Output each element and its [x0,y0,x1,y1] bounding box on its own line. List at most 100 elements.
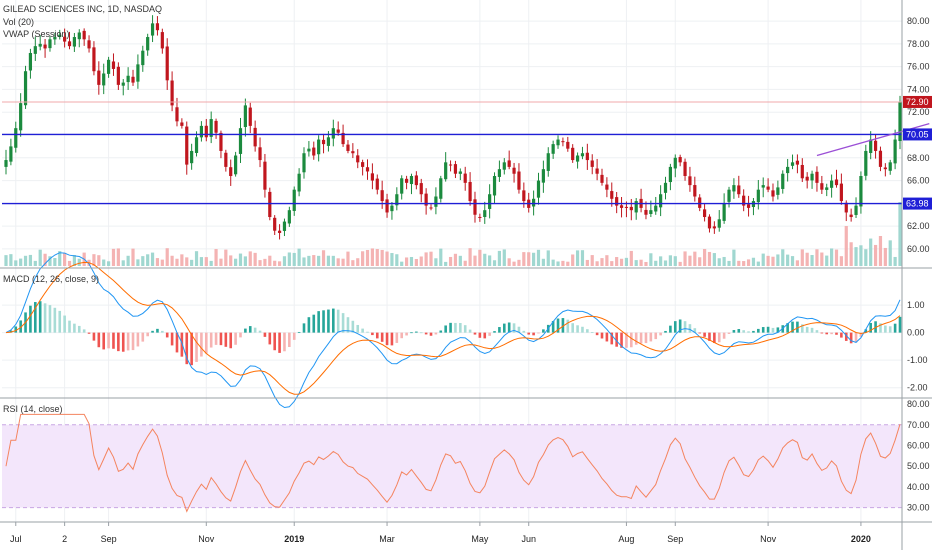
candle-body [478,216,482,218]
macd-histogram-bar [234,332,237,345]
volume-bar [448,256,453,266]
candle-body [683,161,687,177]
volume-bar [414,258,418,266]
volume-bar [644,261,648,266]
candle-body [849,214,853,218]
macd-histogram-bar [825,332,829,335]
price-levels [2,101,930,205]
volume-bar [111,248,116,266]
candle-body [585,152,589,161]
volume-bar [810,255,814,266]
candle-body [590,160,594,167]
macd-histogram-bar [610,332,614,345]
candle-body [644,209,648,215]
macd-histogram-bar [268,332,272,345]
macd-histogram-bar [683,321,687,333]
volume-bar [859,245,863,266]
macd-histogram-bar [14,326,18,333]
candle-body [97,70,101,85]
macd-histogram-bar [776,327,780,333]
volume-bar [805,252,809,266]
candle-body [234,155,238,175]
candle-body [14,128,18,148]
candle-body [414,175,418,186]
pane-labels: GILEAD SCIENCES INC, 1D, NASDAQ Vol (20)… [3,4,162,414]
volume-bar [190,259,194,266]
volume-bar [63,252,67,266]
rsi-tick-label: 80.00 [907,399,930,409]
candle-body [786,166,790,174]
candle-body [219,132,223,151]
macd-histogram-bar [849,332,853,344]
candle-body [160,32,164,49]
candle-body [361,162,365,167]
volume-bar [453,253,458,266]
candle-body [424,193,428,206]
macd-pane[interactable] [5,252,902,409]
volume-bar [258,260,262,266]
candle-body [615,197,619,206]
candle-body [375,178,379,190]
time-axis[interactable]: Jul2SepNov2019MarMayJunAugSepNov2020Mar [10,522,932,544]
time-tick-label: May [471,534,489,544]
rsi-pane[interactable] [2,413,902,513]
macd-histogram-bar [302,323,306,333]
macd-histogram-bar [522,330,526,333]
candle-body [825,187,829,190]
macd-histogram-bar [542,329,545,333]
candle-body [746,204,751,208]
macd-histogram-bar [859,332,863,337]
volume-bar [370,248,374,266]
volume-bar [507,258,511,266]
candle-body [365,167,370,172]
candle-body [761,185,765,188]
candle-body [463,173,467,183]
macd-histogram-bar [97,332,101,348]
macd-histogram-bar [312,314,316,333]
macd-histogram-bar [410,332,413,334]
candle-body [273,217,277,231]
macd-histogram-bar [297,331,301,333]
macd-histogram-bar [898,316,902,333]
volume-bar [390,253,394,266]
volume-bar [746,259,751,266]
rsi-tick-label: 40.00 [907,482,930,492]
volume-bar [605,255,609,266]
macd-histogram-bar [800,324,804,333]
volume-bar [58,251,62,266]
volume-bar [375,249,379,266]
volume-bar [702,248,707,266]
macd-histogram-bar [771,327,775,333]
candle-body [370,173,374,181]
macd-histogram-bar [644,332,648,344]
volume-bar [864,249,868,266]
candle-body [693,185,697,197]
volume-bar [307,255,311,266]
volume-bar [522,252,526,266]
macd-histogram-bar [478,332,482,338]
macd-histogram-bar [537,332,540,334]
candle-body [48,39,52,49]
macd-histogram-bar [292,332,296,340]
macd-histogram-bar [121,332,125,352]
candle-body [834,179,839,186]
volume-bar [419,256,423,266]
candle-body [58,34,62,37]
volume-bar [48,256,52,266]
candle-body [429,207,433,209]
volume-bar [219,258,223,266]
macd-histogram-bar [502,323,506,333]
time-tick-label: Nov [198,534,215,544]
macd-histogram-bar [195,332,198,362]
candle-body [87,40,91,49]
candle-body [341,132,345,145]
candle-body [409,176,414,185]
macd-histogram-bar [615,332,618,347]
candle-body [92,47,96,72]
macd-histogram-bar [717,332,721,343]
price-pane[interactable] [2,15,930,266]
volume-bar [585,259,589,266]
price-axis[interactable]: 80.00 78.00 76.00 74.00 72.00 70.00 68.00 66.00… [903,16,932,513]
macd-histogram-bar [278,332,281,353]
macd-histogram-bar [527,332,531,335]
